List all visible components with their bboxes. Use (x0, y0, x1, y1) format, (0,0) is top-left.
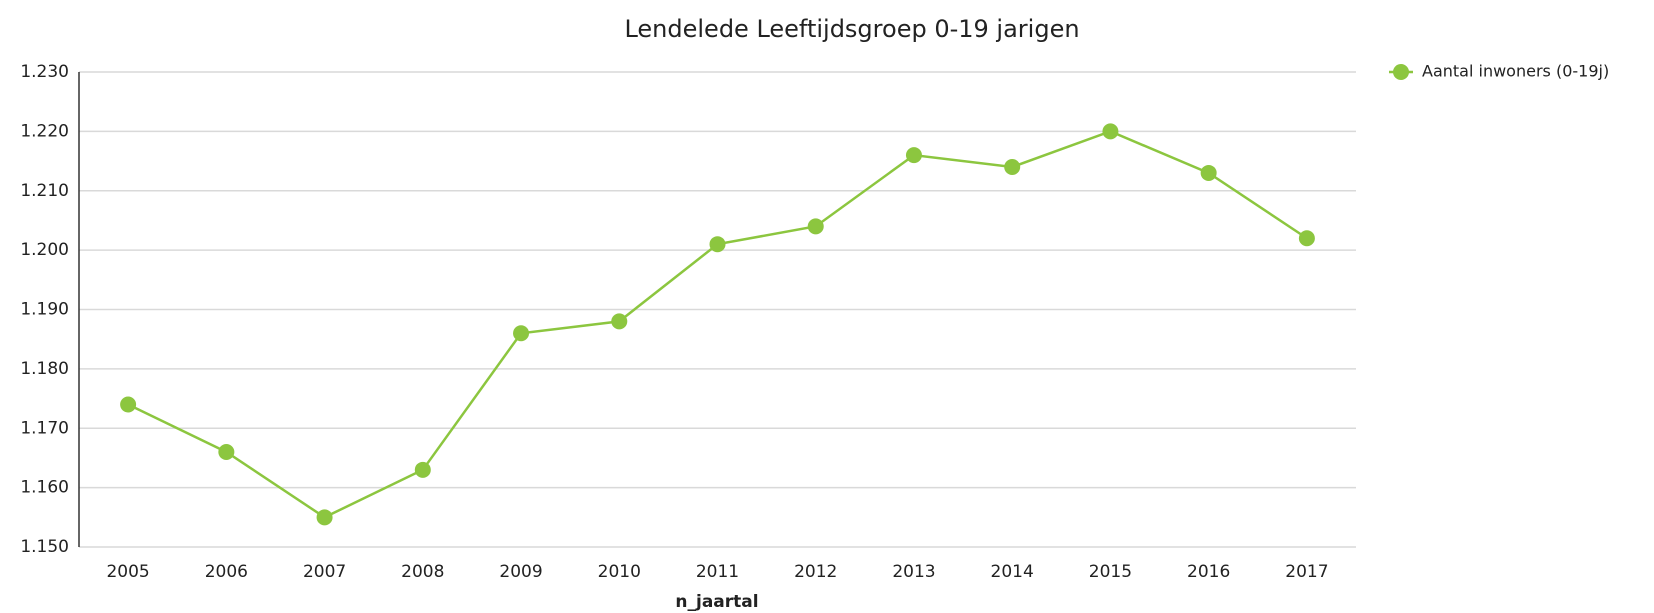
y-tick-label: 1.220 (20, 121, 69, 141)
data-point (218, 444, 235, 460)
y-tick-label: 1.210 (20, 181, 69, 201)
data-point (1298, 230, 1315, 247)
data-point (709, 236, 726, 253)
x-tick-label: 2012 (794, 562, 837, 582)
data-point (807, 218, 824, 235)
data-point (1200, 164, 1217, 181)
data-point (1102, 123, 1119, 140)
y-tick-label: 1.160 (20, 478, 69, 498)
y-tick-label: 1.180 (20, 359, 69, 379)
x-tick-label: 2010 (598, 562, 641, 582)
chart-title: Lendelede Leeftijdsgroep 0-19 jarigen (624, 15, 1079, 43)
x-tick-label: 2009 (499, 562, 542, 582)
x-tick-label: 2014 (991, 562, 1034, 582)
series-line (127, 130, 1308, 519)
legend-label: Aantal inwoners (0-19j) (1422, 62, 1609, 81)
y-tick-label: 1.170 (20, 418, 69, 438)
y-tick-label: 1.230 (20, 62, 69, 82)
x-tick-label: 2008 (401, 562, 444, 582)
x-tick-label: 2006 (205, 562, 248, 582)
x-tick-label: 2017 (1285, 562, 1328, 582)
data-point (905, 147, 922, 164)
x-tick-label: 2015 (1089, 562, 1132, 582)
data-point (513, 325, 530, 342)
data-point (414, 461, 431, 478)
x-tick-label: 2011 (696, 562, 739, 582)
data-point (1004, 159, 1021, 175)
y-tick-label: 1.190 (20, 300, 69, 320)
x-tick-label: 2016 (1187, 562, 1230, 582)
data-point (120, 396, 137, 413)
x-tick-label: 2005 (106, 562, 149, 582)
x-axis-label: n_jaartal (675, 592, 758, 612)
x-tick-label: 2007 (303, 562, 346, 582)
data-point (611, 313, 628, 330)
y-tick-label: 1.150 (20, 537, 69, 557)
y-tick-label: 1.200 (20, 240, 69, 260)
x-tick-label: 2013 (892, 562, 935, 582)
legend-marker (1393, 64, 1409, 80)
data-point (316, 509, 333, 526)
